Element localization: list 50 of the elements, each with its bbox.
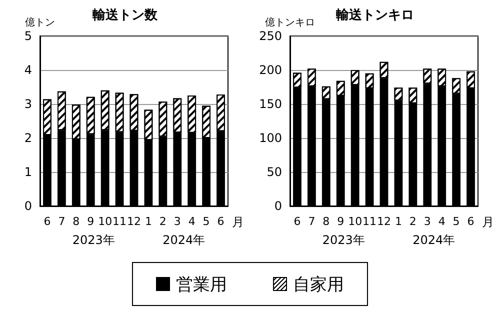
x-tick-label: 8: [72, 215, 80, 228]
text: 2024年: [412, 233, 456, 247]
x-tick-label: 11: [112, 215, 127, 228]
x-tick-label: 6: [44, 215, 51, 228]
x-tick-label: 4: [188, 215, 196, 228]
x-tick-label: 6: [217, 215, 224, 228]
text: 2023年: [322, 233, 365, 247]
y-tick-label: 4: [24, 63, 32, 77]
y-tick-label: 1: [24, 165, 32, 179]
x-tick-label: 10: [98, 215, 112, 228]
x-tick-label: 8: [322, 215, 330, 228]
y-tick-label: 5: [24, 29, 32, 43]
x-axis-title: 月: [232, 215, 244, 229]
text: 2024年: [162, 233, 206, 247]
x-tick-label: 1: [394, 215, 402, 228]
text: 2023年: [72, 233, 115, 247]
x-tick-label: 7: [58, 215, 66, 228]
x-tick-label: 2: [159, 215, 166, 228]
x-tick-label: 10: [348, 215, 362, 228]
x-tick-label: 6: [294, 215, 301, 228]
x-axis-title: 月: [482, 215, 494, 229]
legend-label: 営業用: [176, 274, 227, 296]
x-tick-label: 9: [87, 215, 94, 228]
x-tick-label: 9: [337, 215, 344, 228]
x-tick-label: 7: [308, 215, 316, 228]
x-tick-label: 2: [409, 215, 416, 228]
legend-label: 自家用: [293, 274, 344, 296]
y-tick-label: 50: [266, 165, 282, 179]
y-tick-label: 3: [24, 97, 32, 111]
x-tick-label: 5: [452, 215, 460, 228]
x-tick-label: 12: [127, 215, 141, 228]
chart-title: 輸送トンキロ: [335, 8, 414, 23]
y-axis-title: 億トン: [25, 16, 55, 28]
y-tick-label: 100: [259, 131, 282, 145]
y-tick-label: 0: [274, 199, 282, 213]
y-tick-label: 250: [259, 29, 282, 43]
y-tick-label: 2: [24, 131, 32, 145]
chart-title: 輸送トン数: [92, 8, 158, 23]
x-tick-label: 12: [377, 215, 391, 228]
x-tick-label: 5: [202, 215, 210, 228]
x-tick-label: 11: [362, 215, 377, 228]
y-tick-label: 150: [259, 97, 282, 111]
x-tick-label: 3: [174, 215, 181, 228]
y-axis-title: 億トンキロ: [265, 16, 315, 28]
x-tick-label: 3: [424, 215, 431, 228]
y-tick-label: 0: [24, 199, 32, 213]
x-tick-label: 1: [144, 215, 152, 228]
x-tick-label: 6: [467, 215, 474, 228]
x-tick-label: 4: [438, 215, 446, 228]
y-tick-label: 200: [259, 63, 282, 77]
